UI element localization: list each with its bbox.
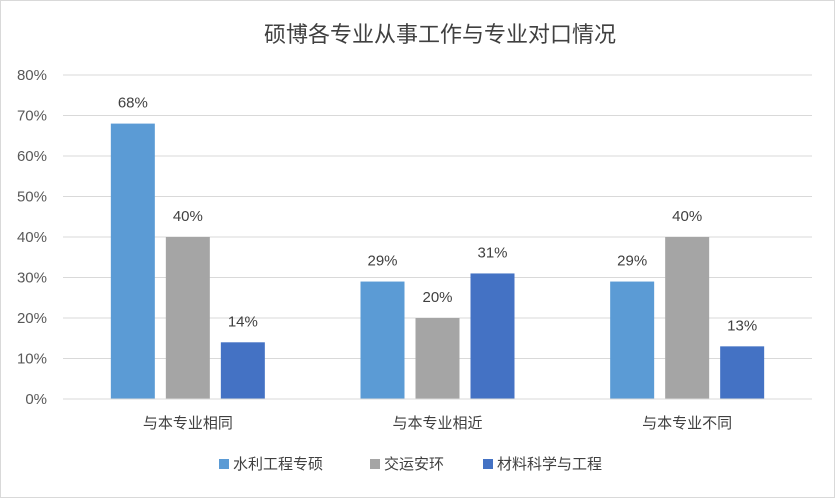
bar xyxy=(360,281,405,399)
bar xyxy=(165,237,210,399)
x-category-label: 与本专业相同 xyxy=(143,414,233,432)
y-axis: 0% 10% 20% 30% 40% 50% 60% 70% 80% xyxy=(17,67,47,408)
y-tick-label: 0% xyxy=(25,391,47,408)
bar xyxy=(720,346,765,399)
x-category-label: 与本专业相近 xyxy=(392,414,482,432)
legend-label: 交运安环 xyxy=(384,455,444,473)
y-tick-label: 60% xyxy=(17,148,47,165)
bars xyxy=(110,123,765,399)
legend: 水利工程专硕 交运安环 材料科学与工程 xyxy=(219,455,602,473)
y-tick-label: 50% xyxy=(17,189,47,206)
data-label: 40% xyxy=(173,208,203,225)
data-label: 13% xyxy=(727,317,757,334)
legend-label: 材料科学与工程 xyxy=(497,455,602,473)
data-label: 31% xyxy=(477,244,507,261)
x-axis: 与本专业相同 与本专业相近 与本专业不同 xyxy=(63,398,812,432)
y-tick-label: 30% xyxy=(17,270,47,287)
data-label: 29% xyxy=(617,253,647,270)
data-label: 40% xyxy=(672,208,702,225)
bar xyxy=(110,123,155,399)
y-tick-label: 40% xyxy=(17,229,47,246)
data-labels: 68% 40% 14% 29% 20% 31% 29% 40% 13% xyxy=(118,95,757,335)
legend-swatch xyxy=(370,459,380,469)
data-label: 29% xyxy=(367,253,397,270)
y-tick-label: 10% xyxy=(17,351,47,368)
bar xyxy=(665,237,710,399)
data-label: 20% xyxy=(422,289,452,306)
legend-swatch xyxy=(219,459,229,469)
bar xyxy=(610,281,655,399)
y-tick-label: 20% xyxy=(17,310,47,327)
bar xyxy=(470,273,515,399)
data-label: 68% xyxy=(118,95,148,112)
chart-title: 硕博各专业从事工作与专业对口情况 xyxy=(264,23,616,48)
legend-swatch xyxy=(483,459,493,469)
bar xyxy=(220,342,265,399)
y-tick-label: 70% xyxy=(17,108,47,125)
bar xyxy=(415,318,460,399)
x-category-label: 与本专业不同 xyxy=(642,414,732,432)
y-tick-label: 80% xyxy=(17,67,47,84)
legend-label: 水利工程专硕 xyxy=(233,455,323,473)
data-label: 14% xyxy=(228,313,258,330)
